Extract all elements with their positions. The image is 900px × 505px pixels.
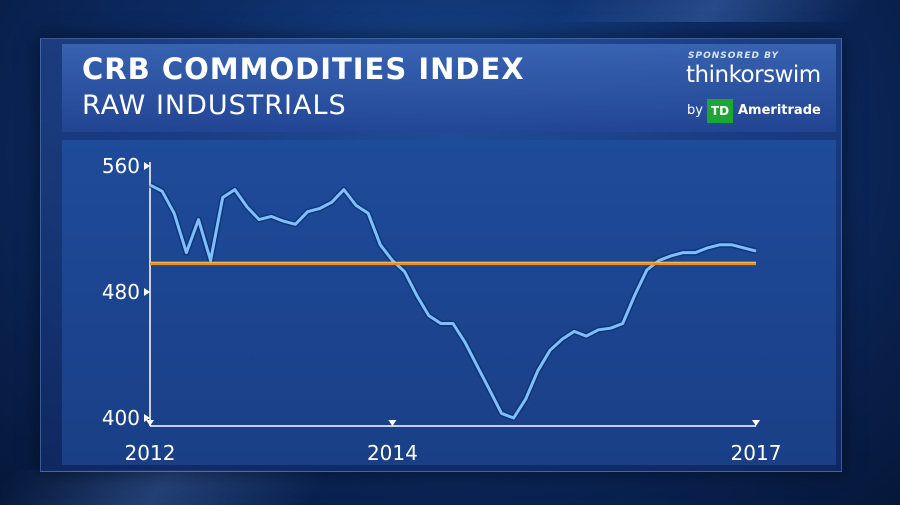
series-line: [149, 183, 757, 420]
x-tick-label: 2012: [125, 441, 176, 465]
chart-subtitle: RAW INDUSTRIALS: [82, 90, 347, 121]
sponsor-name: thinkorswim: [686, 62, 821, 88]
x-tick-label: 2017: [731, 441, 782, 465]
plot-panel: [62, 140, 836, 465]
y-tick-label: 480: [102, 280, 140, 304]
x-tick-label: 2014: [367, 441, 418, 465]
y-tick-marker: [144, 288, 150, 296]
x-tick-marker: [388, 420, 397, 426]
sponsor-label: SPONSORED BY: [688, 51, 779, 61]
x-tick-marker: [752, 420, 760, 426]
y-tick-label: 560: [102, 154, 140, 178]
sponsor-by: by: [687, 103, 703, 118]
y-tick-marker: [144, 414, 150, 422]
y-tick-label: 400: [102, 406, 140, 430]
x-tick-marker: [146, 420, 154, 426]
sponsor-company: Ameritrade: [738, 103, 821, 118]
chart-title: CRB COMMODITIES INDEX: [82, 52, 525, 86]
y-tick-marker: [144, 162, 150, 170]
td-logo: TD: [707, 99, 733, 123]
series-line-shadow: [148, 182, 757, 421]
